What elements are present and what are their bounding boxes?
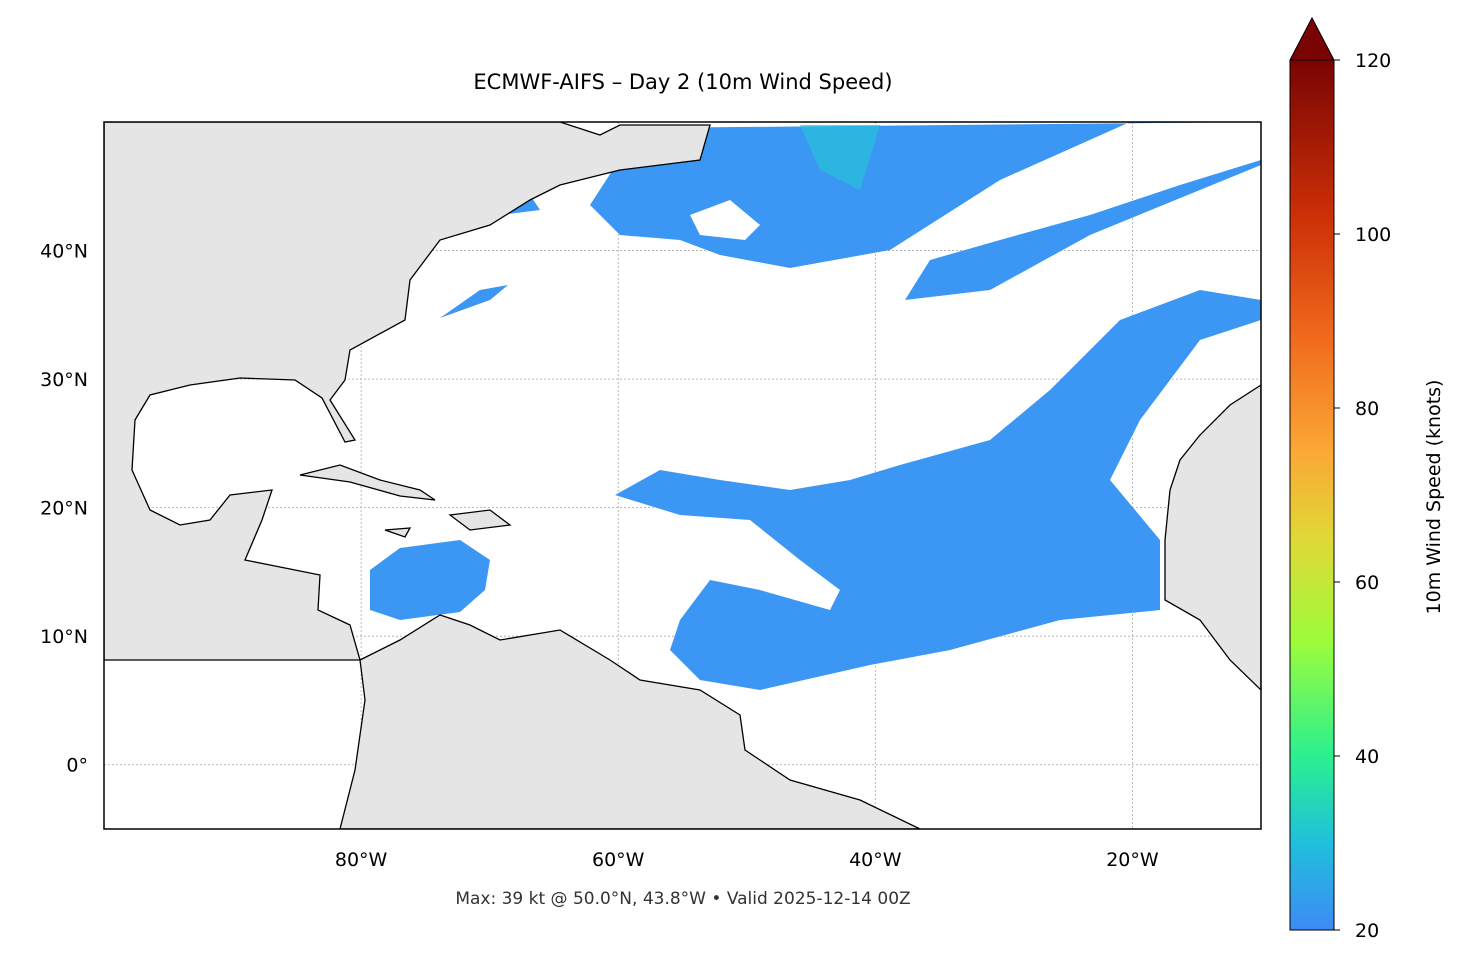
wind-area: [590, 122, 1261, 300]
jamaica: [384, 527, 412, 538]
calm-area: [690, 200, 760, 240]
wind-area: [370, 540, 490, 620]
colorbar-extend: [1289, 16, 1335, 61]
hispaniola: [448, 509, 512, 531]
y-tick-label: 20°N: [40, 498, 88, 520]
colorbar-tick-label: 80: [1355, 398, 1379, 420]
x-tick-label: 60°W: [592, 849, 645, 871]
colorbar: [1290, 60, 1334, 930]
map-area: [104, 122, 1261, 829]
cuba: [299, 464, 436, 501]
colorbar-label: 10m Wind Speed (knots): [1423, 380, 1445, 615]
y-tick-label: 10°N: [40, 626, 88, 648]
colorbar-tick-label: 60: [1355, 572, 1379, 594]
y-tick-label: 30°N: [40, 369, 88, 391]
africa: [1164, 384, 1261, 691]
map-frame: [103, 121, 1262, 830]
colorbar-frame: [1289, 60, 1335, 931]
north-america: [104, 122, 711, 661]
x-tick-label: 20°W: [1106, 849, 1159, 871]
wind-area: [800, 125, 880, 190]
wind-area: [615, 290, 1261, 690]
x-tick-label: 80°W: [335, 849, 388, 871]
y-tick-label: 40°N: [40, 241, 88, 263]
wind-area: [440, 285, 508, 318]
wind-field: [370, 122, 1261, 690]
x-tick-label: 40°W: [849, 849, 902, 871]
y-tick-label: 0°: [66, 755, 88, 777]
colorbar-tick-label: 100: [1355, 224, 1391, 246]
footer: Max: 39 kt @ 50.0°N, 43.8°W • Valid 2025…: [455, 889, 910, 909]
title: ECMWF-AIFS – Day 2 (10m Wind Speed): [473, 70, 892, 94]
colorbar-tick-label: 20: [1355, 920, 1379, 942]
south-america: [339, 614, 921, 829]
colorbar-tick-label: 120: [1355, 50, 1391, 72]
colorbar-tick-label: 40: [1355, 746, 1379, 768]
